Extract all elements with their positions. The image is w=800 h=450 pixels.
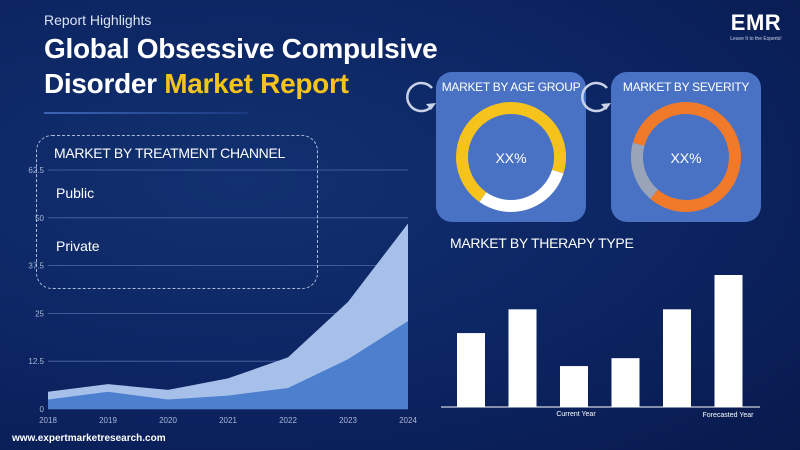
title-highlight: Market Report <box>164 68 349 99</box>
x-tick-label: 2019 <box>99 416 117 425</box>
x-tick-label: 2023 <box>339 416 357 425</box>
x-tick-label: 2022 <box>279 416 297 425</box>
report-highlights-label: Report Highlights <box>44 12 152 28</box>
page-title-line-1: Global Obsessive Compulsive <box>44 33 438 64</box>
x-tick-label: 2020 <box>159 416 177 425</box>
logo-mark: EMR <box>730 10 782 35</box>
therapy-bar <box>611 358 640 407</box>
refresh-arrow-icon <box>581 81 611 113</box>
severity-title: MARKET BY SEVERITY <box>622 80 750 94</box>
x-tick-label: 2021 <box>219 416 237 425</box>
area-series-1 <box>48 223 408 409</box>
y-tick-label: 50 <box>35 214 44 223</box>
current-year-label: Current Year <box>556 411 596 418</box>
channel-item-private: Private <box>56 238 100 254</box>
channel-item-public: Public <box>56 185 95 201</box>
page-title-line-2: Disorder Market Report <box>44 68 349 100</box>
therapy-bar <box>663 309 691 407</box>
y-tick-label: 0 <box>40 405 45 414</box>
severity-donut <box>631 102 741 212</box>
area-series-2 <box>48 321 408 409</box>
age-group-donut <box>456 102 566 212</box>
age-group-title: MARKET BY AGE GROUP <box>441 80 581 94</box>
therapy-bar <box>560 366 588 407</box>
title-plain-word: Disorder <box>44 68 157 99</box>
therapy-bar <box>457 333 485 407</box>
donut-slice-1 <box>456 102 566 212</box>
severity-value: XX% <box>670 150 702 166</box>
forecasted-year-label: Forecasted Year <box>702 412 754 419</box>
emr-logo: EMR Leave It to the Experts! <box>722 10 790 50</box>
x-tick-label: 2018 <box>39 416 57 425</box>
age-group-value: XX% <box>495 150 527 166</box>
therapy-bar <box>714 275 743 407</box>
therapy-type-title: MARKET BY THERAPY TYPE <box>450 235 634 251</box>
donut-slice-2 <box>631 102 741 212</box>
y-tick-label: 25 <box>35 309 44 318</box>
therapy-bar-chart <box>441 275 760 408</box>
treatment-channel-title: MARKET BY TREATMENT CHANNEL <box>54 145 285 161</box>
footer-url: www.expertmarketresearch.com <box>12 433 166 444</box>
treatment-channel-box <box>36 135 318 289</box>
title-divider <box>44 112 248 114</box>
x-tick-label: 2024 <box>399 416 417 425</box>
y-tick-label: 12.5 <box>28 357 44 366</box>
refresh-arrow-icon <box>406 81 436 113</box>
therapy-bar <box>508 309 537 407</box>
logo-tagline: Leave It to the Experts! <box>730 36 782 42</box>
